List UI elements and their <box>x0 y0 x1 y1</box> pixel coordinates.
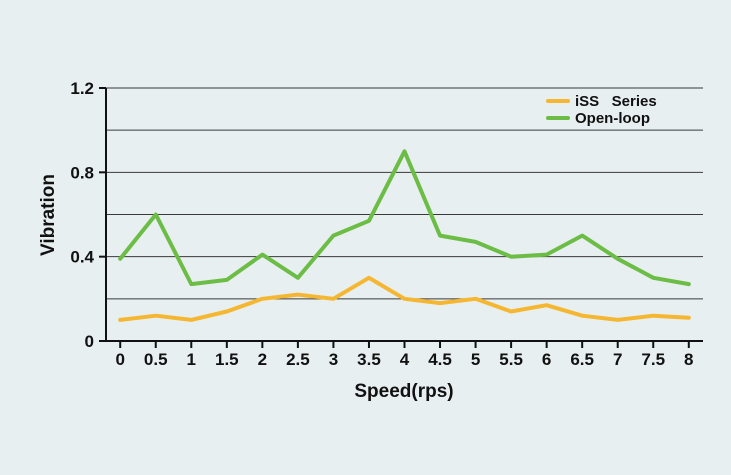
y-tick-label: 0.8 <box>70 163 94 182</box>
legend-label-2: Open-loop <box>575 110 650 127</box>
axes <box>99 87 703 348</box>
x-tick-label: 5.5 <box>499 350 523 369</box>
x-tick-label: 4 <box>400 350 410 369</box>
y-axis-title: Vibration <box>38 174 59 256</box>
series-lines <box>118 149 691 322</box>
grid-lines <box>106 87 703 300</box>
x-tick-label: 6 <box>542 350 551 369</box>
x-tick-label: 2 <box>258 350 267 369</box>
x-tick-label: 0.5 <box>144 350 168 369</box>
y-tick-label: 0 <box>85 332 94 351</box>
x-tick-label: 3 <box>329 350 338 369</box>
x-tick-label: 0 <box>115 350 124 369</box>
legend-label-1: iSS Series <box>575 93 657 110</box>
x-tick-label: 5 <box>471 350 480 369</box>
tick-labels: 0 0.4 0.8 1.2 0 0.5 1 1.5 2 2.5 3 3.5 4 4.5 5 5.5 6 6.5 7 7… <box>70 79 693 369</box>
x-tick-label: 7.5 <box>641 350 665 369</box>
x-tick-label: 7 <box>613 350 622 369</box>
y-tick-label: 0.4 <box>70 248 94 267</box>
x-tick-label: 8 <box>684 350 693 369</box>
series-line-2 <box>118 149 691 287</box>
x-tick-label: 1.5 <box>215 350 239 369</box>
x-tick-label: 2.5 <box>286 350 310 369</box>
x-axis-title: Speed(rps) <box>354 381 453 402</box>
x-tick-label: 3.5 <box>357 350 381 369</box>
y-tick-label: 1.2 <box>70 79 94 98</box>
x-tick-label: 6.5 <box>570 350 594 369</box>
x-tick-label: 4.5 <box>428 350 452 369</box>
x-tick-label: 1 <box>187 350 196 369</box>
